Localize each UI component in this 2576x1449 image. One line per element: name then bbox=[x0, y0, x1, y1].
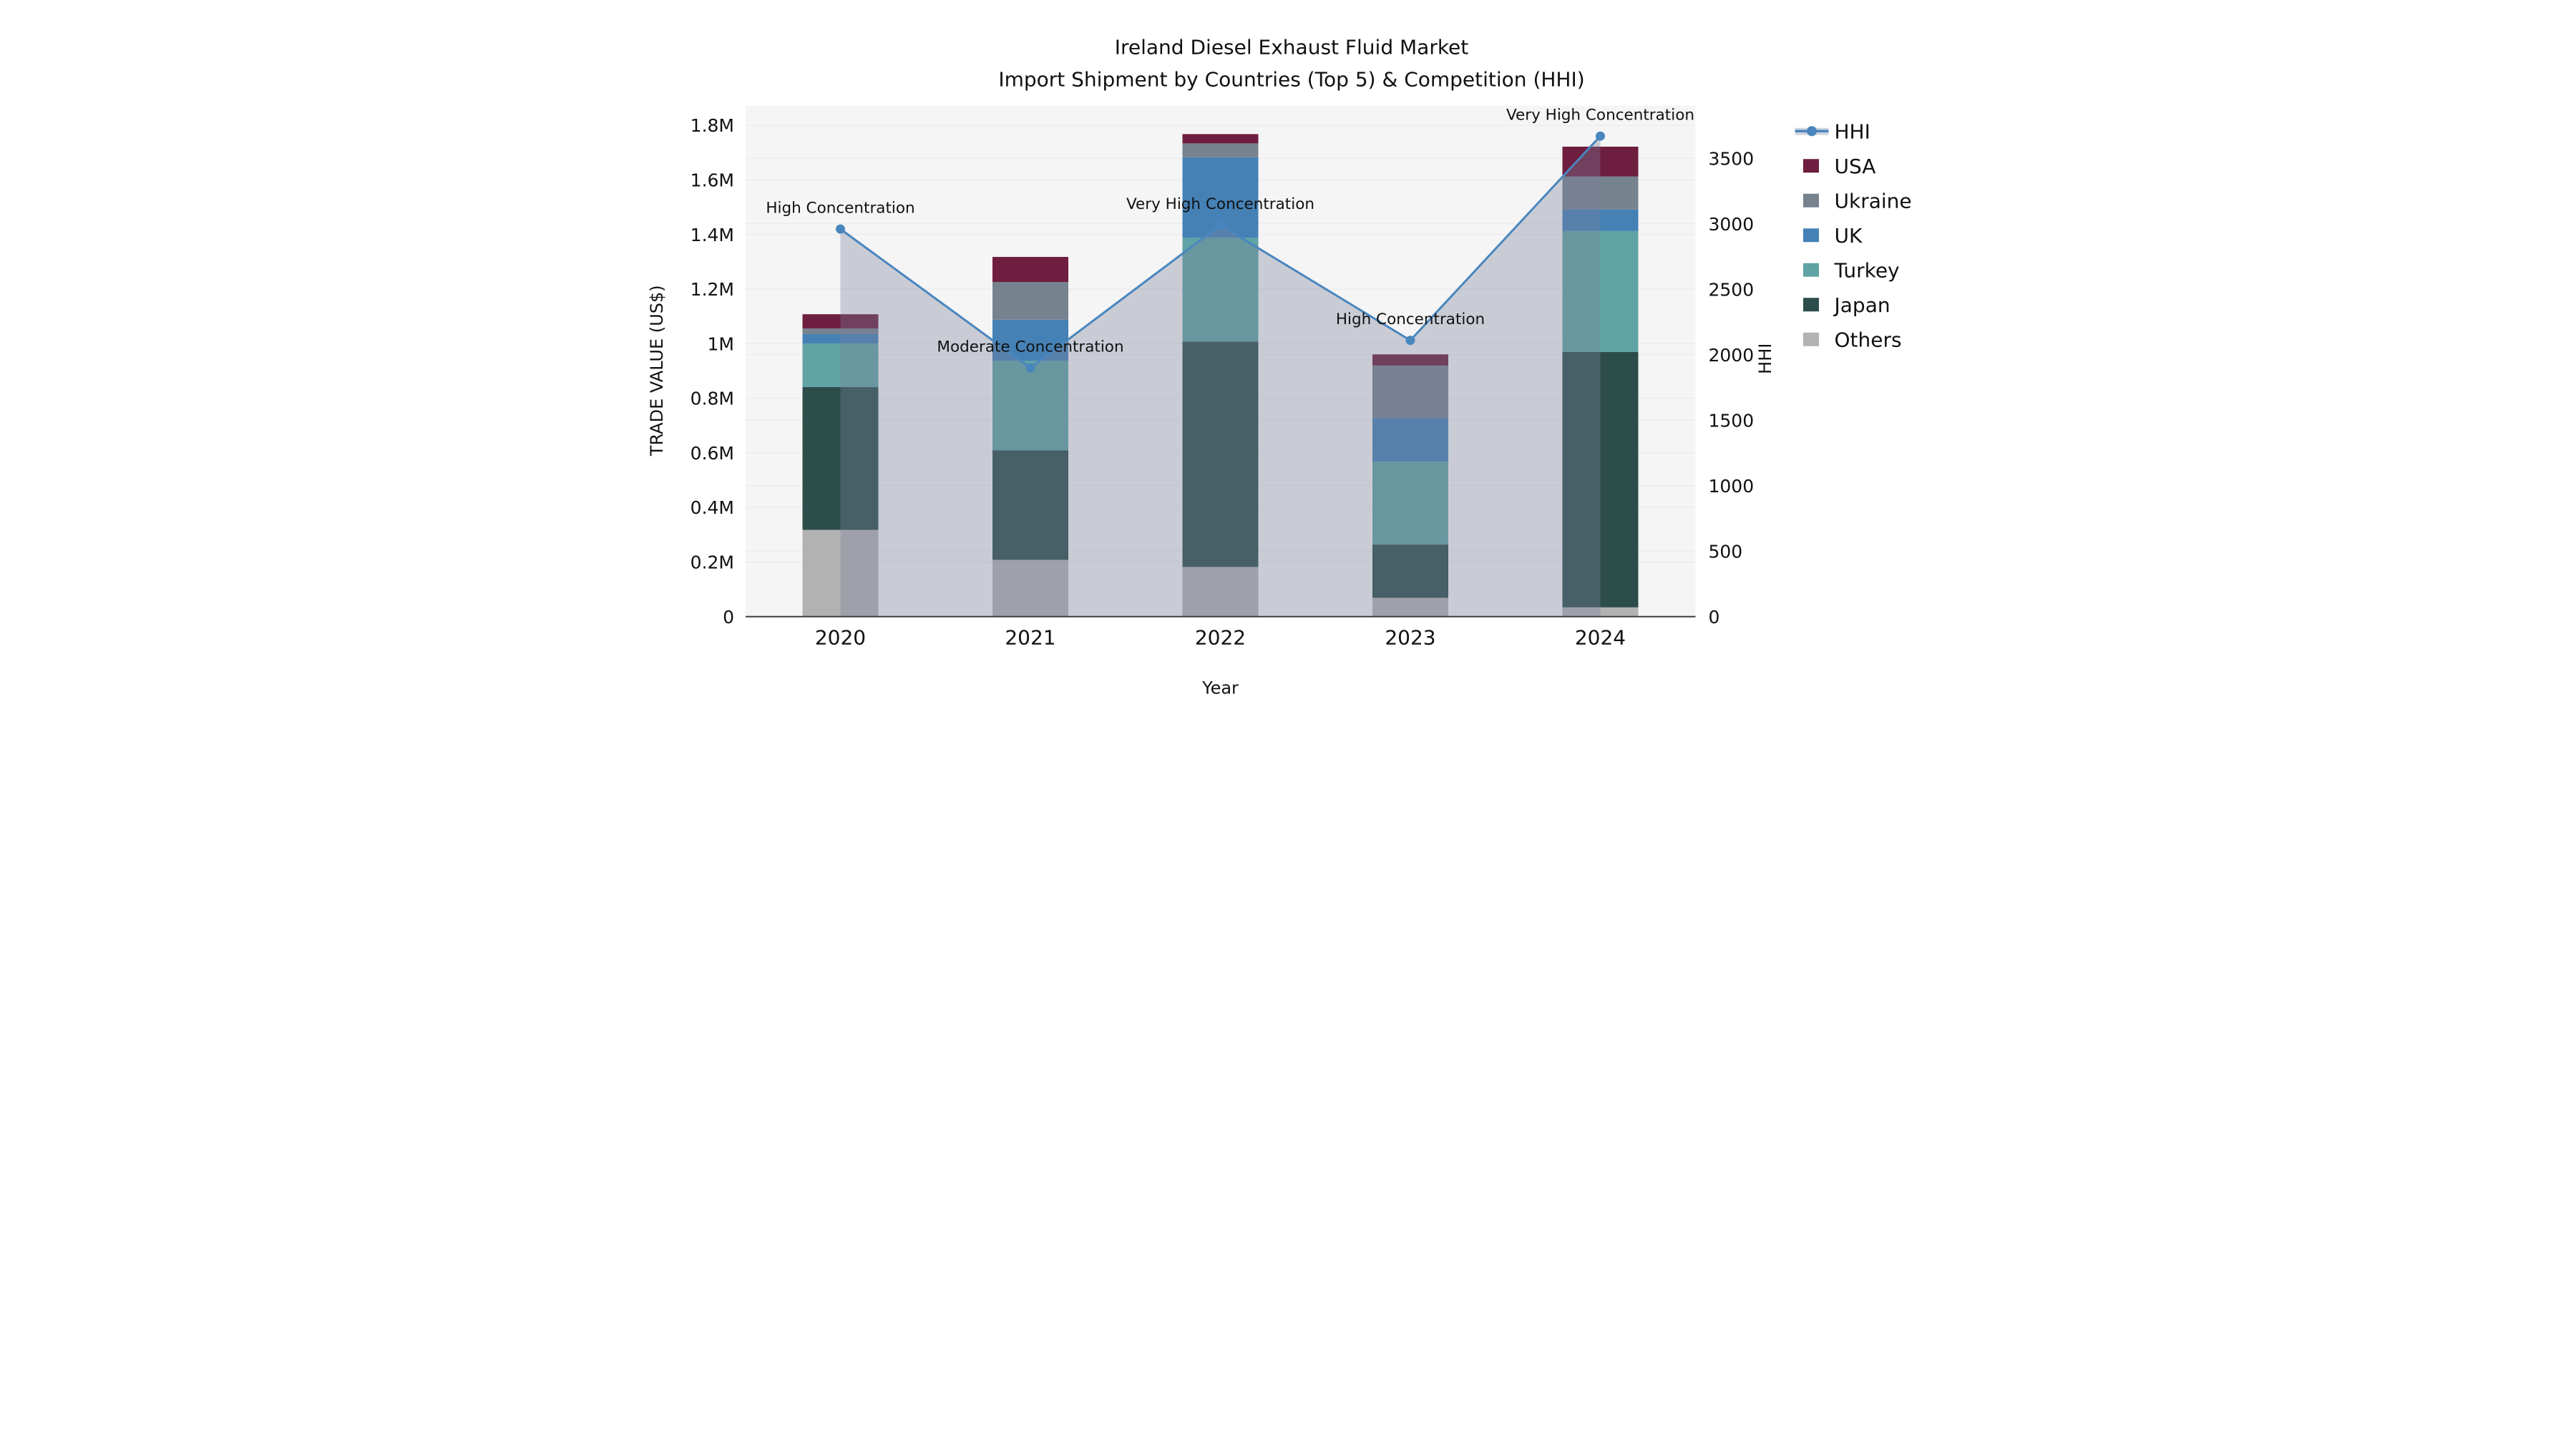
hhi-area bbox=[840, 136, 1601, 617]
legend-swatch-japan bbox=[1803, 298, 1819, 312]
y-left-tick-label: 0.8M bbox=[691, 389, 734, 409]
bar-segment-japan-2020[interactable] bbox=[802, 386, 879, 530]
legend-swatch-others bbox=[1803, 332, 1819, 346]
tick-labels-layer: 0 0.2M 0.4M 0.6M 0.8M 1M 1.2M 1.4M 1.6M 1.8M 0 500 1… bbox=[691, 115, 1754, 649]
y-left-tick-label: 1.8M bbox=[691, 115, 734, 136]
y-axis-title-left: TRADE VALUE (US$) bbox=[647, 285, 667, 457]
bars-layer bbox=[802, 134, 1639, 617]
bar-segment-others-2023[interactable] bbox=[1372, 597, 1448, 617]
hhi-marker-2023[interactable] bbox=[1405, 336, 1415, 346]
legend-item-japan[interactable]: Japan bbox=[1803, 293, 1890, 317]
bar-segment-turkey-2022[interactable] bbox=[1182, 238, 1259, 342]
combo-chart: Ireland Diesel Exhaust Fluid Market Impo… bbox=[647, 35, 1912, 698]
bar-segment-japan-2023[interactable] bbox=[1372, 545, 1448, 598]
y-axis-title-right: HHI bbox=[1755, 343, 1775, 374]
annotations-layer: High Concentration Moderate Concentration… bbox=[766, 107, 1694, 356]
hhi-marker-2024[interactable] bbox=[1596, 131, 1605, 141]
x-tick-label-2024: 2024 bbox=[1575, 625, 1626, 649]
y-left-tick-label: 0.4M bbox=[691, 497, 734, 518]
legend-line-marker-icon bbox=[1807, 126, 1817, 137]
chart-page: Ireland Diesel Exhaust Fluid Market Impo… bbox=[644, 0, 1932, 725]
bar-segment-japan-2024[interactable] bbox=[1562, 351, 1639, 608]
bar-segment-others-2024[interactable] bbox=[1562, 607, 1639, 617]
legend-label-turkey: Turkey bbox=[1834, 258, 1900, 282]
bar-segment-others-2020[interactable] bbox=[802, 530, 879, 617]
legend-item-others[interactable]: Others bbox=[1803, 328, 1902, 351]
y-right-tick-label: 2000 bbox=[1709, 345, 1755, 366]
annotation-2023: High Concentration bbox=[1336, 311, 1485, 328]
y-right-tick-label: 500 bbox=[1709, 541, 1743, 562]
bar-segment-usa-2022[interactable] bbox=[1182, 134, 1259, 144]
hhi-area-layer bbox=[840, 136, 1601, 617]
legend-label-ukraine: Ukraine bbox=[1835, 189, 1912, 213]
bar-segment-usa-2020[interactable] bbox=[802, 314, 879, 328]
y-left-tick-label: 0 bbox=[723, 607, 734, 628]
y-right-tick-label: 2500 bbox=[1709, 279, 1755, 300]
annotation-2022: Very High Concentration bbox=[1126, 195, 1314, 213]
bar-segment-ukraine-2024[interactable] bbox=[1562, 176, 1639, 210]
legend-swatch-ukraine bbox=[1803, 193, 1819, 208]
legend-label-hhi: HHI bbox=[1835, 119, 1870, 143]
x-tick-label-2021: 2021 bbox=[1005, 625, 1055, 649]
bar-segment-japan-2022[interactable] bbox=[1182, 341, 1259, 567]
hhi-line-layer bbox=[836, 131, 1605, 373]
bar-segment-turkey-2024[interactable] bbox=[1562, 230, 1639, 352]
x-tick-label-2022: 2022 bbox=[1195, 625, 1246, 649]
legend-label-japan: Japan bbox=[1833, 293, 1890, 317]
legend-item-turkey[interactable]: Turkey bbox=[1803, 258, 1900, 282]
x-axis-title: Year bbox=[1201, 678, 1239, 698]
bar-segment-turkey-2020[interactable] bbox=[802, 343, 879, 387]
annotation-2021: Moderate Concentration bbox=[937, 338, 1123, 356]
y-left-tick-label: 0.6M bbox=[691, 443, 734, 464]
chart-title: Ireland Diesel Exhaust Fluid Market bbox=[1115, 35, 1469, 59]
y-left-tick-label: 1M bbox=[708, 333, 734, 354]
chart-subtitle: Import Shipment by Countries (Top 5) & C… bbox=[998, 67, 1584, 91]
y-left-tick-label: 1.6M bbox=[691, 170, 734, 190]
y-left-tick-label: 1.4M bbox=[691, 225, 734, 245]
annotation-2020: High Concentration bbox=[766, 200, 914, 218]
y-right-tick-label: 1000 bbox=[1709, 476, 1755, 497]
legend-swatch-uk bbox=[1803, 228, 1819, 243]
y-left-tick-label: 1.2M bbox=[691, 279, 734, 300]
legend-item-usa[interactable]: USA bbox=[1803, 155, 1875, 178]
bar-segment-uk-2024[interactable] bbox=[1562, 209, 1639, 231]
annotation-2024: Very High Concentration bbox=[1506, 107, 1694, 125]
bar-segment-turkey-2021[interactable] bbox=[992, 361, 1068, 451]
legend-item-hhi[interactable]: HHI bbox=[1795, 119, 1870, 143]
bar-segment-uk-2021[interactable] bbox=[992, 319, 1068, 361]
y-right-tick-label: 3500 bbox=[1709, 148, 1755, 169]
y-right-tick-label: 1500 bbox=[1709, 410, 1755, 431]
bar-segment-uk-2020[interactable] bbox=[802, 333, 879, 343]
x-tick-label-2020: 2020 bbox=[815, 625, 866, 649]
bar-segment-usa-2024[interactable] bbox=[1562, 146, 1639, 177]
hhi-marker-2022[interactable] bbox=[1216, 220, 1225, 230]
y-left-tick-label: 0.2M bbox=[691, 552, 734, 572]
legend-label-usa: USA bbox=[1835, 155, 1876, 178]
bar-segment-usa-2023[interactable] bbox=[1372, 354, 1448, 366]
bar-segment-usa-2021[interactable] bbox=[992, 257, 1068, 283]
legend-label-others: Others bbox=[1835, 328, 1902, 351]
legend-swatch-usa bbox=[1803, 159, 1819, 173]
bar-segment-japan-2021[interactable] bbox=[992, 450, 1068, 560]
bar-segment-ukraine-2021[interactable] bbox=[992, 282, 1068, 320]
bar-segment-ukraine-2022[interactable] bbox=[1182, 143, 1259, 157]
legend: HHI USA Ukraine UK Turkey Japan Others bbox=[1795, 119, 1912, 351]
legend-swatch-turkey bbox=[1803, 263, 1819, 277]
y-right-tick-label: 3000 bbox=[1709, 214, 1755, 235]
legend-item-ukraine[interactable]: Ukraine bbox=[1803, 189, 1912, 213]
y-right-tick-label: 0 bbox=[1709, 607, 1720, 628]
bar-segment-others-2021[interactable] bbox=[992, 560, 1068, 617]
bar-segment-uk-2023[interactable] bbox=[1372, 418, 1448, 462]
legend-label-uk: UK bbox=[1835, 224, 1863, 248]
hhi-marker-2020[interactable] bbox=[836, 224, 845, 234]
bar-segment-turkey-2023[interactable] bbox=[1372, 462, 1448, 545]
bar-segment-others-2022[interactable] bbox=[1182, 567, 1259, 617]
bar-segment-ukraine-2023[interactable] bbox=[1372, 365, 1448, 419]
legend-item-uk[interactable]: UK bbox=[1803, 224, 1863, 248]
bar-segment-ukraine-2020[interactable] bbox=[802, 328, 879, 334]
x-tick-label-2023: 2023 bbox=[1385, 625, 1435, 649]
hhi-marker-2021[interactable] bbox=[1025, 363, 1035, 373]
